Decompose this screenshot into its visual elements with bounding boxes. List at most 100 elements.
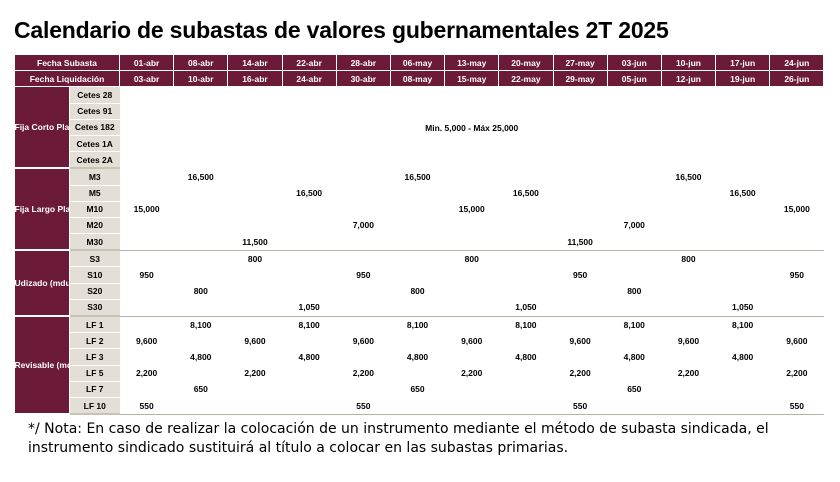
auction-date-cell: 27-may bbox=[552, 53, 608, 72]
amount-cell: 4,800 bbox=[190, 351, 212, 362]
amount-cell bbox=[228, 283, 282, 299]
amount-cell bbox=[607, 185, 661, 201]
table-row: Revisable (mdp)LF 1 8,100 8,100 8,100 8,100 8… bbox=[14, 316, 824, 416]
amount-cell bbox=[282, 233, 337, 251]
amount-cell bbox=[228, 217, 282, 233]
table-row: S10 950 950 950 950 bbox=[15, 266, 824, 284]
amount-cell bbox=[227, 299, 283, 317]
amount-cell: 800 bbox=[464, 253, 479, 264]
instrument-label: LF 5 bbox=[69, 365, 120, 382]
amount-cell bbox=[390, 333, 444, 349]
amount-cell: 650 bbox=[627, 384, 642, 395]
amount-cell bbox=[661, 316, 715, 333]
table-row: LF 10 550 550 550 550 bbox=[15, 397, 824, 416]
amount-cell bbox=[770, 217, 824, 233]
instrument-label: M20 bbox=[69, 217, 120, 235]
group-label: Revisable (mdp) bbox=[14, 316, 70, 416]
amount-cell bbox=[553, 250, 607, 267]
amount-cell bbox=[499, 333, 553, 349]
instrument-label: LF 3 bbox=[69, 348, 120, 366]
amount-cell bbox=[445, 283, 499, 299]
group-label: Fija Corto Plazo (mdp) bbox=[14, 86, 70, 170]
amount-cell bbox=[282, 283, 336, 299]
amount-cell bbox=[445, 381, 499, 397]
amount-cell: 11,500 bbox=[227, 233, 283, 251]
amount-cell bbox=[716, 333, 770, 349]
amount-cell bbox=[607, 168, 661, 185]
amount-cell bbox=[390, 185, 444, 201]
amount-cell bbox=[770, 316, 824, 333]
amount-cell: 4,800 bbox=[732, 351, 754, 362]
table-row: M30 11,500 11,500 bbox=[15, 233, 824, 252]
amount-cell bbox=[661, 233, 716, 251]
amount-cell bbox=[553, 185, 607, 201]
amount-cell bbox=[661, 201, 715, 217]
amount-cell: 15,000 bbox=[783, 204, 810, 215]
amount-cell: 800 bbox=[410, 286, 425, 297]
auction-date-cell: 17-jun bbox=[715, 53, 771, 72]
amount-cell bbox=[499, 168, 553, 185]
amount-cell bbox=[282, 381, 336, 397]
amount-cell bbox=[770, 381, 824, 397]
table-row: LF 3 4,800 4,800 4,800 4,800 4,800 4,800 bbox=[15, 348, 824, 366]
table-row: Cetes 1A bbox=[15, 135, 824, 153]
amount-cell: 550 bbox=[119, 397, 174, 415]
table-row: Cetes 182 bbox=[15, 119, 824, 136]
amount-cell bbox=[120, 185, 174, 201]
amount-cell: 8,100 bbox=[515, 319, 537, 330]
amount-cell: 2,200 bbox=[786, 368, 808, 379]
table-row: Fija Largo Plazo (mdp)M3 16,500 16,500 16,5… bbox=[14, 168, 824, 252]
instrument-label: LF 7 bbox=[69, 381, 120, 398]
amount-cell: 8,100 bbox=[623, 319, 645, 330]
amount-cell: 4,800 bbox=[515, 351, 537, 362]
amount-cell bbox=[336, 250, 390, 267]
amount-cell bbox=[120, 217, 174, 233]
amount-cell: 15,000 bbox=[458, 204, 485, 215]
settlement-date-header-row: Fecha Liquidación 03-abr 10-abr 16-abr 24-ab… bbox=[14, 70, 825, 88]
amount-cell: 2,200 bbox=[461, 368, 483, 379]
amount-cell bbox=[499, 283, 553, 299]
amount-range-note: Min. 5,000 - Máx 25,000 bbox=[425, 122, 519, 133]
amount-cell: 9,600 bbox=[244, 335, 266, 346]
amount-cell bbox=[228, 349, 282, 365]
amount-cell bbox=[444, 299, 499, 317]
amount-cell bbox=[227, 397, 283, 415]
auction-date-cell: 03-jun bbox=[606, 53, 662, 72]
amount-cell bbox=[282, 201, 336, 217]
amount-cell bbox=[282, 365, 336, 381]
settlement-date-cell: 03-abr bbox=[118, 70, 175, 88]
amount-cell bbox=[607, 250, 661, 267]
amount-cell: 2,200 bbox=[569, 368, 591, 379]
amount-cell bbox=[336, 283, 390, 299]
auction-date-cell: 01-abr bbox=[118, 53, 175, 72]
amount-cell: 16,500 bbox=[404, 171, 431, 182]
instrument-label: S10 bbox=[69, 266, 120, 284]
settlement-date-cell: 30-abr bbox=[335, 70, 391, 88]
table-row: Fija Corto Plazo (mdp)Cetes 28 Min. 5,000… bbox=[14, 86, 824, 170]
amount-cell bbox=[445, 168, 499, 185]
amount-cell bbox=[770, 349, 824, 365]
amount-cell bbox=[120, 250, 174, 267]
amount-cell bbox=[120, 283, 174, 299]
auction-calendar-table: Fecha Subasta 01-abr 08-abr 14-abr 22-abr 28-… bbox=[14, 53, 825, 416]
amount-cell: 950 bbox=[573, 270, 588, 281]
amount-cell bbox=[390, 397, 445, 415]
amount-cell bbox=[769, 299, 824, 317]
amount-cell bbox=[390, 201, 444, 217]
amount-cell bbox=[553, 349, 607, 365]
amount-cell bbox=[661, 185, 715, 201]
amount-cell bbox=[499, 250, 553, 267]
amount-cell bbox=[498, 233, 553, 251]
amount-cell bbox=[336, 168, 390, 185]
amount-cell bbox=[173, 299, 228, 317]
amount-cell bbox=[228, 267, 282, 283]
amount-cell bbox=[715, 233, 770, 251]
amount-cell bbox=[716, 250, 770, 267]
amount-cell bbox=[716, 381, 770, 397]
amount-cell bbox=[120, 349, 174, 365]
settlement-date-cell: 15-may bbox=[444, 70, 500, 88]
amount-cell bbox=[499, 201, 553, 217]
amount-cell bbox=[228, 316, 282, 333]
table-row: S20 800 800 800 bbox=[15, 283, 824, 300]
amount-cell bbox=[174, 365, 228, 381]
